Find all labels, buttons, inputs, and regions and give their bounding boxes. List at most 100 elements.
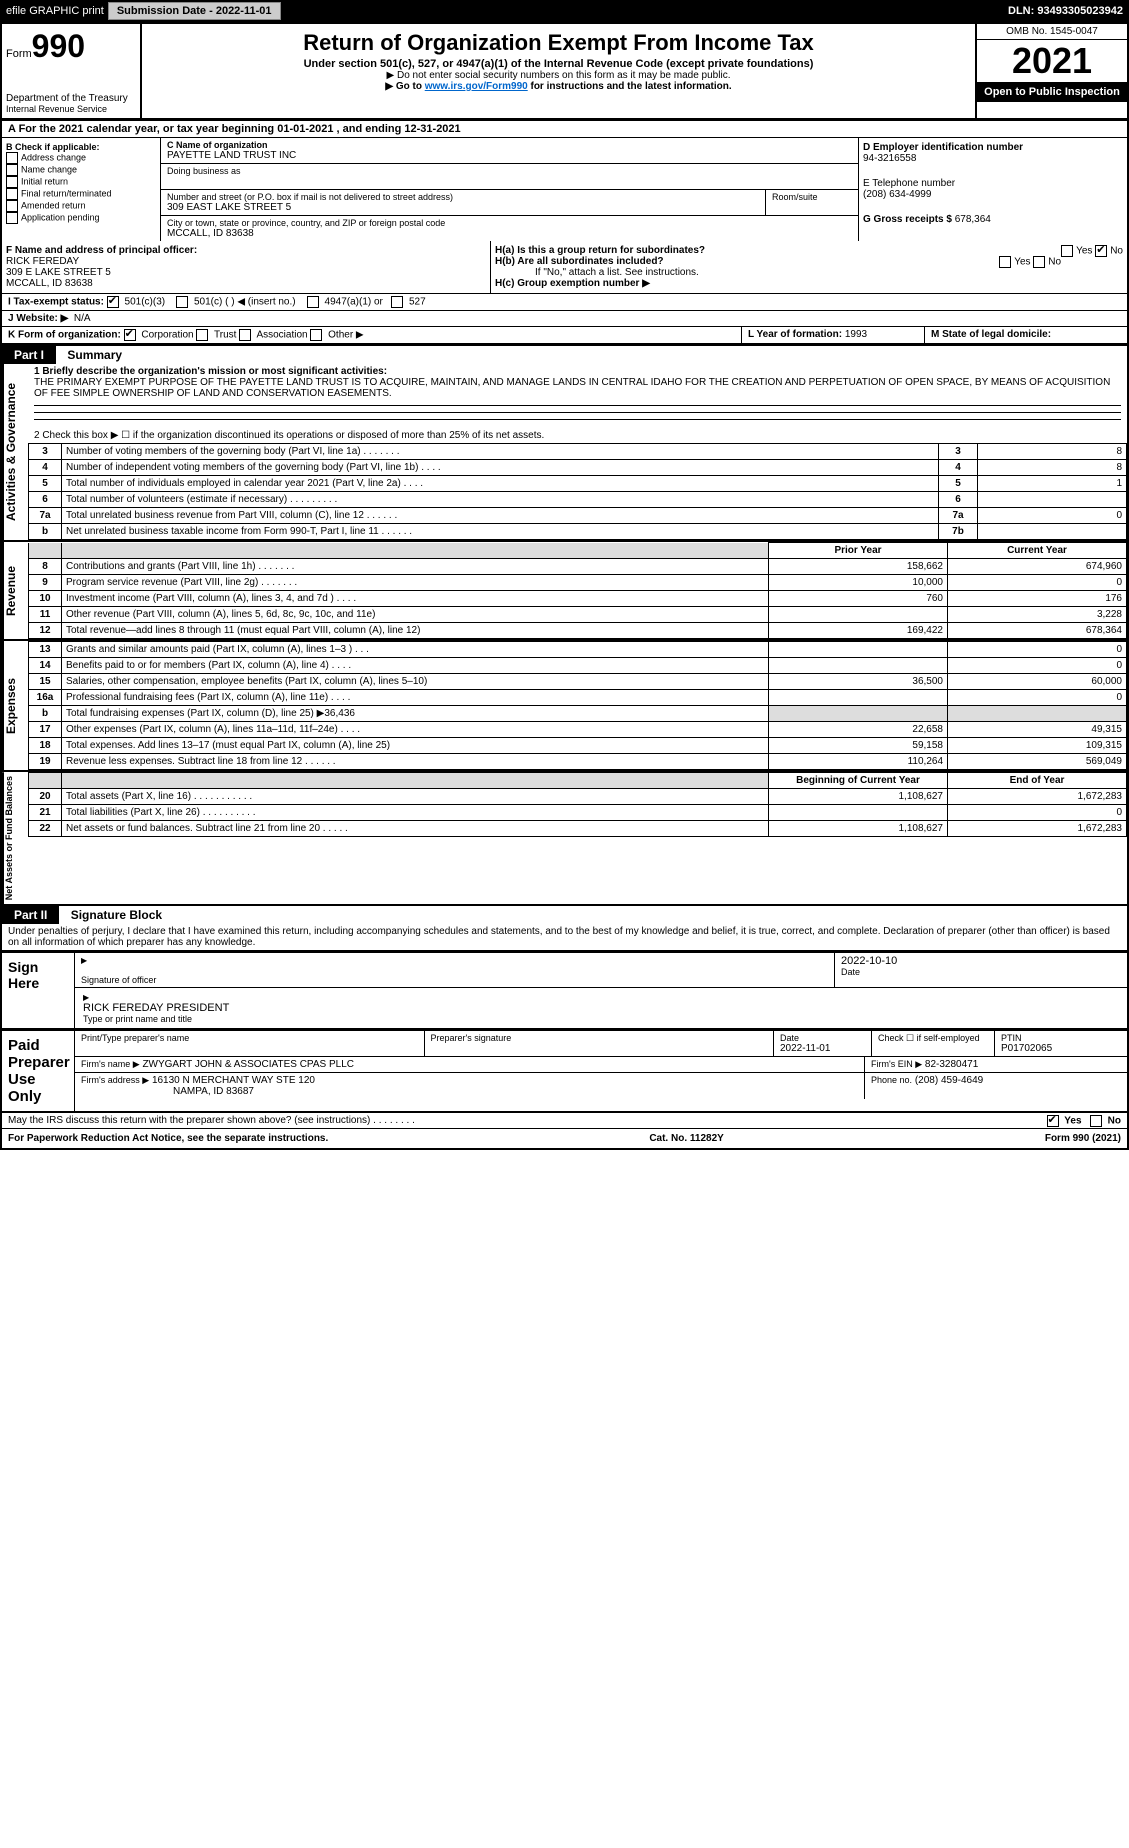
hb-no[interactable]	[1033, 256, 1045, 268]
check-501c[interactable]	[176, 296, 188, 308]
hdr-boy: Beginning of Current Year	[769, 773, 948, 789]
hb-yes[interactable]	[999, 256, 1011, 268]
row-num: 22	[29, 821, 62, 837]
check-pending[interactable]	[6, 212, 18, 224]
line-i: I Tax-exempt status: 501(c)(3) 501(c) ( …	[0, 294, 1129, 311]
row-num: 15	[29, 674, 62, 690]
check-corp[interactable]	[124, 329, 136, 341]
cat-no: Cat. No. 11282Y	[649, 1133, 723, 1144]
current-val: 0	[948, 642, 1127, 658]
row-num: 17	[29, 722, 62, 738]
current-val: 0	[948, 658, 1127, 674]
line-klm: K Form of organization: Corporation Trus…	[0, 327, 1129, 346]
row-num: 6	[29, 492, 62, 508]
check-trust[interactable]	[196, 329, 208, 341]
omb-number: OMB No. 1545-0047	[977, 24, 1127, 40]
current-val: 678,364	[948, 623, 1127, 639]
prior-val: 10,000	[769, 575, 948, 591]
row-box: 5	[939, 476, 978, 492]
row-num: 9	[29, 575, 62, 591]
irs-link[interactable]: www.irs.gov/Form990	[425, 81, 528, 92]
check-assoc[interactable]	[239, 329, 251, 341]
part2-header: Part II Signature Block	[0, 906, 1129, 924]
dln-label: DLN: 93493305023942	[1008, 5, 1123, 17]
row-val: 8	[978, 444, 1127, 460]
check-address[interactable]	[6, 152, 18, 164]
row-text: Benefits paid to or for members (Part IX…	[62, 658, 769, 674]
line-j: J Website: ▶ N/A	[0, 311, 1129, 327]
prior-val	[769, 658, 948, 674]
box-d: D Employer identification number 94-3216…	[859, 138, 1127, 241]
hdr-prior: Prior Year	[769, 543, 948, 559]
check-final[interactable]	[6, 188, 18, 200]
dept-label: Department of the Treasury	[6, 93, 136, 104]
side-rev: Revenue	[2, 542, 28, 639]
part1-header: Part I Summary	[0, 346, 1129, 364]
revenue-table: Prior Year Current Year 8 Contributions …	[28, 542, 1127, 639]
check-name[interactable]	[6, 164, 18, 176]
paid-preparer-block: Paid Preparer Use Only Print/Type prepar…	[0, 1030, 1129, 1113]
row-num: 16a	[29, 690, 62, 706]
row-num: b	[29, 706, 62, 722]
prior-val: 110,264	[769, 754, 948, 770]
firm-phone: (208) 459-4649	[915, 1075, 983, 1086]
row-num: 11	[29, 607, 62, 623]
row-text: Other expenses (Part IX, column (A), lin…	[62, 722, 769, 738]
activities-governance: Activities & Governance 1 Briefly descri…	[0, 364, 1129, 540]
row-num: 10	[29, 591, 62, 607]
phone: (208) 634-4999	[863, 189, 1123, 200]
penalties-text: Under penalties of perjury, I declare th…	[0, 924, 1129, 950]
check-initial[interactable]	[6, 176, 18, 188]
check-501c3[interactable]	[107, 296, 119, 308]
box-f: F Name and address of principal officer:…	[2, 241, 491, 293]
ha-yes[interactable]	[1061, 245, 1073, 257]
prior-val	[769, 642, 948, 658]
row-text: Number of voting members of the governin…	[62, 444, 939, 460]
row-num: 4	[29, 460, 62, 476]
row-num: 13	[29, 642, 62, 658]
current-val: 60,000	[948, 674, 1127, 690]
row-text: Investment income (Part VIII, column (A)…	[62, 591, 769, 607]
org-city: MCCALL, ID 83638	[167, 228, 852, 239]
row-num: 18	[29, 738, 62, 754]
row-val: 8	[978, 460, 1127, 476]
form-subtitle: Under section 501(c), 527, or 4947(a)(1)…	[146, 58, 971, 70]
prior-val: 169,422	[769, 623, 948, 639]
firm-name: ZWYGART JOHN & ASSOCIATES CPAS PLLC	[142, 1059, 354, 1070]
discuss-yes[interactable]	[1047, 1115, 1059, 1127]
row-box: 7a	[939, 508, 978, 524]
row-text: Grants and similar amounts paid (Part IX…	[62, 642, 769, 658]
form-number: 990	[32, 28, 85, 64]
box-c: C Name of organization PAYETTE LAND TRUS…	[161, 138, 859, 241]
box-b: B Check if applicable: Address change Na…	[2, 138, 161, 241]
prior-val: 59,158	[769, 738, 948, 754]
irs-label: Internal Revenue Service	[6, 104, 136, 114]
row-val: 1	[978, 476, 1127, 492]
netassets-section: Net Assets or Fund Balances Beginning of…	[0, 770, 1129, 906]
check-amended[interactable]	[6, 200, 18, 212]
prior-val: 36,500	[769, 674, 948, 690]
row-text: Salaries, other compensation, employee b…	[62, 674, 769, 690]
check-527[interactable]	[391, 296, 403, 308]
row-num: 5	[29, 476, 62, 492]
tax-year: 2021	[977, 40, 1127, 82]
gross-receipts: 678,364	[955, 214, 991, 225]
ha-no[interactable]	[1095, 245, 1107, 257]
prior-val	[769, 690, 948, 706]
row-val: 0	[978, 508, 1127, 524]
row-text: Net assets or fund balances. Subtract li…	[62, 821, 769, 837]
check-other[interactable]	[310, 329, 322, 341]
form-ref: Form 990 (2021)	[1045, 1133, 1121, 1144]
sign-here-block: Sign Here Signature of officer 2022-10-1…	[0, 950, 1129, 1030]
row-num: 3	[29, 444, 62, 460]
discuss-no[interactable]	[1090, 1115, 1102, 1127]
officer-name: RICK FEREDAY PRESIDENT	[83, 1002, 1119, 1014]
ag-table: 3 Number of voting members of the govern…	[28, 443, 1127, 540]
section-fh: F Name and address of principal officer:…	[0, 241, 1129, 294]
row-text: Total revenue—add lines 8 through 11 (mu…	[62, 623, 769, 639]
submission-date-button[interactable]: Submission Date - 2022-11-01	[108, 2, 281, 20]
row-num: b	[29, 524, 62, 540]
row-num: 12	[29, 623, 62, 639]
check-4947[interactable]	[307, 296, 319, 308]
side-net: Net Assets or Fund Balances	[2, 772, 28, 904]
